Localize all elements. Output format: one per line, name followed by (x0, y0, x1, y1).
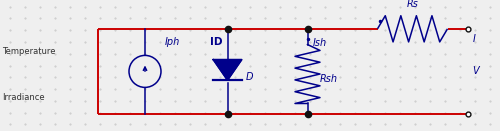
Text: V: V (472, 66, 479, 76)
Text: D: D (246, 72, 253, 82)
Text: Rsh: Rsh (320, 74, 338, 84)
Text: Iph: Iph (165, 37, 180, 47)
Text: I: I (472, 34, 476, 44)
Text: Ish: Ish (312, 38, 326, 48)
Text: Temperature: Temperature (2, 47, 56, 56)
Text: Rs: Rs (406, 0, 418, 9)
Text: ID: ID (210, 37, 222, 47)
Ellipse shape (129, 55, 161, 87)
Text: Irradiance: Irradiance (2, 93, 45, 102)
Polygon shape (213, 60, 242, 80)
